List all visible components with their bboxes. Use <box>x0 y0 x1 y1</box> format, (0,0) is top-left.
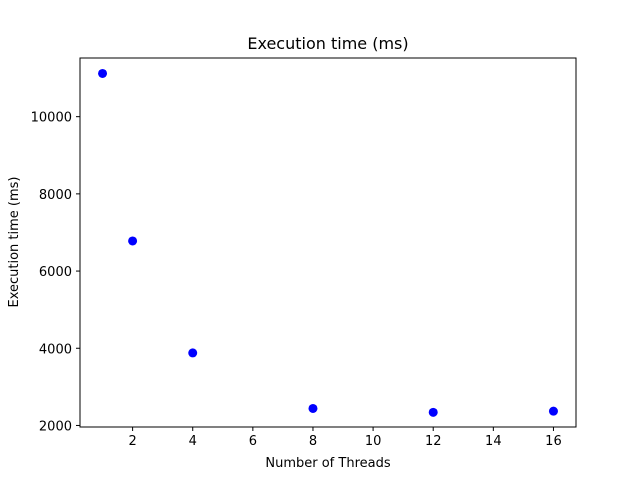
y-ticks: 2000 4000 6000 8000 10000 <box>31 111 80 434</box>
x-tick-label: 12 <box>425 434 442 449</box>
x-tick-label: 8 <box>309 434 317 449</box>
y-tick-label: 6000 <box>39 265 72 280</box>
data-point <box>308 403 318 413</box>
x-tick-label: 6 <box>249 434 257 449</box>
data-point <box>428 407 438 417</box>
y-tick-label: 2000 <box>39 419 72 434</box>
data-points <box>98 68 558 417</box>
y-tick-label: 10000 <box>31 111 72 126</box>
x-tick-label: 10 <box>365 434 382 449</box>
y-tick-label: 8000 <box>39 188 72 203</box>
data-point <box>188 348 198 358</box>
chart-title: Execution time (ms) <box>247 34 408 53</box>
x-tick-label: 4 <box>189 434 197 449</box>
x-ticks: 2 4 6 8 10 12 14 16 <box>128 427 562 449</box>
y-axis-label: Execution time (ms) <box>7 176 22 307</box>
data-point <box>98 68 108 78</box>
x-axis-label: Number of Threads <box>265 456 390 471</box>
data-point <box>548 406 558 416</box>
x-tick-label: 14 <box>485 434 502 449</box>
y-tick-label: 4000 <box>39 342 72 357</box>
plot-frame <box>79 57 577 428</box>
x-tick-label: 2 <box>128 434 136 449</box>
data-point <box>128 236 138 246</box>
x-tick-label: 16 <box>545 434 562 449</box>
